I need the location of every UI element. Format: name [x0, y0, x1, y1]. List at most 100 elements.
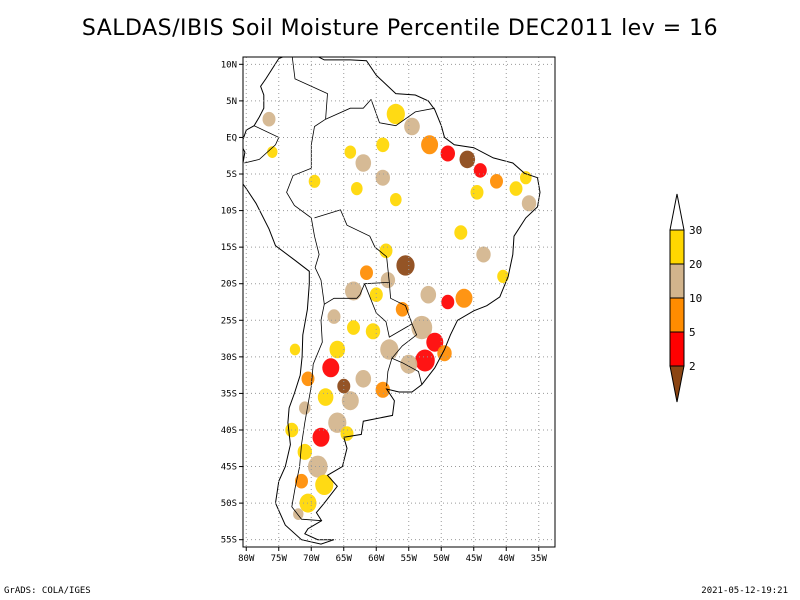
colorbar: 2 5 10 20 30	[669, 193, 702, 403]
percentile-patch	[360, 265, 373, 281]
country-border	[244, 125, 280, 164]
country-border	[291, 304, 325, 522]
country-border	[314, 209, 390, 285]
percentile-patch	[459, 150, 476, 169]
colorbar-label: 30	[689, 224, 702, 237]
percentile-patch	[355, 154, 372, 172]
percentile-patch	[380, 339, 399, 360]
percentile-patch	[411, 315, 433, 340]
percentile-patch	[327, 309, 341, 324]
lon-label: 80W	[238, 554, 255, 564]
country-border	[314, 267, 365, 305]
percentile-patch	[520, 171, 532, 185]
lat-label: 50S	[221, 499, 237, 509]
footer-timestamp: 2021-05-12-19:21	[701, 586, 788, 596]
lat-label: 40S	[221, 426, 237, 436]
percentile-patch	[328, 412, 347, 433]
country-border	[386, 323, 418, 387]
lat-label: 20S	[221, 280, 237, 290]
percentile-patch	[365, 323, 381, 340]
percentile-patch	[289, 343, 301, 356]
coastline	[243, 57, 541, 545]
percentile-patch	[308, 174, 321, 188]
colorbar-label: 10	[689, 292, 702, 305]
lon-label: 50W	[433, 554, 450, 564]
percentile-patch	[340, 426, 354, 441]
percentile-patch	[379, 243, 393, 259]
colorbar-label: 5	[689, 326, 696, 339]
colorbar-segment	[669, 263, 685, 299]
percentile-patch	[295, 473, 308, 489]
lon-label: 55W	[401, 554, 418, 564]
percentile-patch	[308, 455, 328, 478]
percentile-patch	[369, 287, 383, 303]
percentile-patch	[470, 185, 484, 200]
longitude-labels: 80W 75W 70W 65W 60W 55W 50W 45W 40W 35W	[238, 547, 547, 564]
percentile-patch	[521, 195, 537, 212]
percentile-patch	[454, 225, 468, 240]
colorbar-label: 2	[689, 360, 696, 373]
lon-label: 40W	[498, 554, 515, 564]
plot-frame	[242, 56, 556, 548]
percentile-patch	[426, 332, 444, 352]
colorbar-segment	[669, 229, 685, 265]
percentile-patch	[490, 174, 503, 189]
percentile-patch	[420, 285, 437, 304]
lat-label: EQ	[226, 133, 237, 143]
percentile-patch	[299, 401, 311, 415]
country-border	[325, 99, 372, 120]
percentile-patch	[351, 182, 363, 196]
percentile-patch	[415, 349, 435, 372]
country-border	[286, 167, 320, 268]
colorbar-label: 20	[689, 258, 702, 271]
lat-label: 15S	[221, 243, 237, 253]
percentile-patch	[376, 137, 390, 153]
percentile-patch	[262, 111, 276, 127]
colorbar-segment	[669, 365, 685, 403]
percentile-patch	[455, 288, 473, 308]
country-border	[364, 282, 413, 338]
percentile-patch	[375, 169, 390, 186]
latitude-labels: 10N 5N EQ 5S 10S 15S 20S 25S 30S 35S 40S 45S 50S 55S	[221, 60, 243, 546]
percentile-patch	[497, 269, 509, 283]
footer-credit: GrADS: COLA/IGES	[4, 586, 91, 596]
percentile-patch	[347, 320, 360, 335]
lon-label: 75W	[271, 554, 288, 564]
percentile-patch	[341, 391, 359, 411]
colorbar-segment	[669, 331, 685, 367]
soil-moisture-shading	[262, 103, 537, 520]
percentile-patch	[476, 246, 491, 263]
percentile-patch	[380, 272, 396, 289]
map-title: SALDAS/IBIS Soil Moisture Percentile DEC…	[81, 16, 719, 41]
lat-label: 5S	[226, 170, 237, 180]
percentile-patch	[297, 443, 312, 460]
country-border	[370, 99, 435, 127]
percentile-patch	[337, 378, 351, 394]
percentile-patch	[396, 255, 415, 276]
lon-label: 65W	[336, 554, 353, 564]
percentile-patch	[312, 427, 330, 447]
lat-label: 35S	[221, 389, 237, 399]
percentile-patch	[355, 370, 372, 388]
colorbar-segment	[669, 297, 685, 333]
percentile-patch	[404, 117, 420, 136]
percentile-patch	[317, 388, 334, 406]
country-border	[391, 357, 423, 385]
percentile-patch	[509, 181, 523, 196]
colorbar-segment	[669, 193, 685, 231]
lon-label: 45W	[466, 554, 483, 564]
lon-label: 35W	[531, 554, 548, 564]
percentile-patch	[322, 358, 340, 378]
lon-label: 60W	[368, 554, 385, 564]
percentile-patch	[441, 294, 455, 310]
percentile-patch	[390, 193, 402, 207]
country-border	[291, 57, 328, 169]
percentile-patch	[345, 281, 362, 301]
continent-outline	[243, 57, 541, 545]
lat-label: 45S	[221, 463, 237, 473]
percentile-patch	[344, 145, 357, 159]
lat-label: 5N	[226, 97, 237, 107]
percentile-patch	[473, 163, 487, 178]
percentile-patch	[386, 103, 405, 125]
percentile-patch	[267, 146, 278, 159]
